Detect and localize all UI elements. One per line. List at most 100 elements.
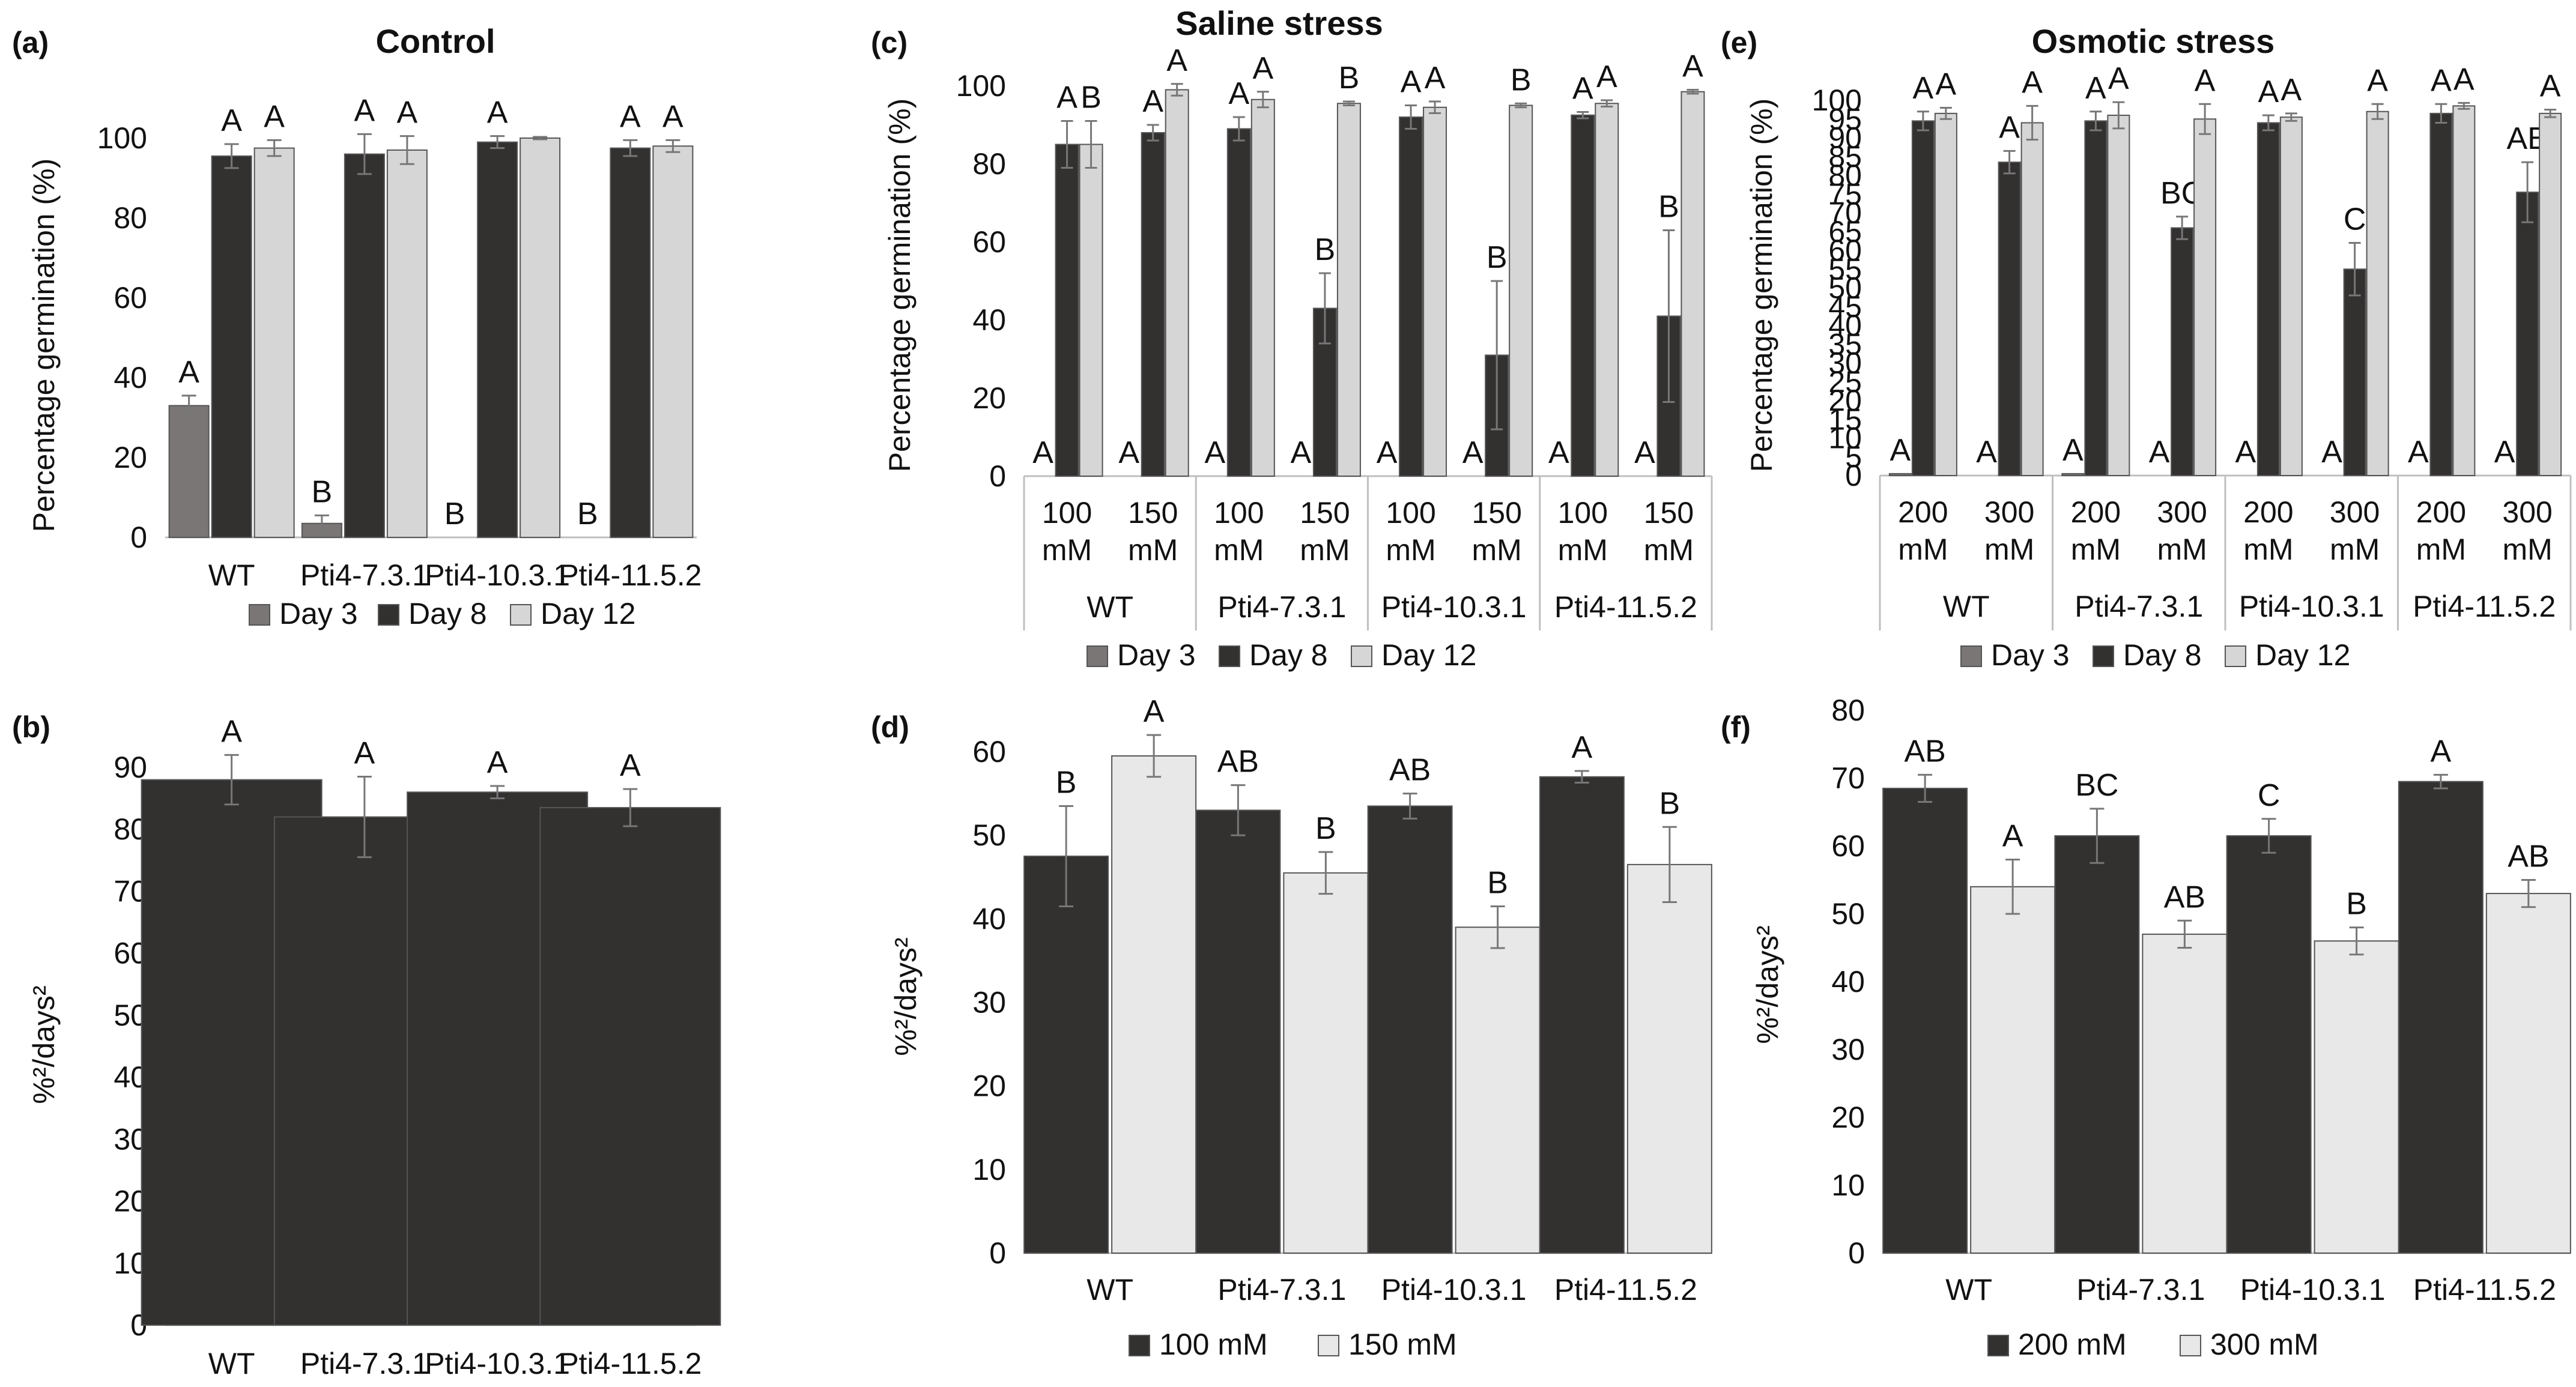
bar <box>168 405 210 538</box>
significance-letter: B <box>1658 190 1679 225</box>
significance-letter: A <box>2431 63 2452 98</box>
y-tick-label: 30 <box>972 986 1006 1020</box>
chart-title: Saline stress <box>1175 4 1383 42</box>
bar <box>1336 103 1361 477</box>
bar <box>2485 893 2571 1254</box>
y-tick-label: 50 <box>1831 897 1865 931</box>
x-category-label: Pti4-11.5.2 <box>559 1347 702 1380</box>
x-category-label: Pti4-7.3.1 <box>300 558 429 592</box>
y-tick-label: 0 <box>130 521 147 554</box>
significance-letter: A <box>2281 73 2302 107</box>
bar <box>2142 933 2228 1254</box>
y-tick-label: 40 <box>1831 965 1865 999</box>
significance-letter: C <box>2258 778 2281 813</box>
y-axis-label: %²/days² <box>27 985 61 1104</box>
significance-letter: A <box>1252 51 1273 86</box>
legend-label: Day 8 <box>2123 638 2202 672</box>
significance-letter: A <box>1936 67 1957 102</box>
bar <box>1399 116 1423 477</box>
bar <box>1998 162 2021 476</box>
x-subcategory-unit: mM <box>1300 533 1350 567</box>
y-tick-label: 60 <box>972 225 1006 259</box>
y-tick-label: 55 <box>1828 252 1862 286</box>
bar <box>2256 122 2280 476</box>
legend-label: Day 3 <box>1991 638 2070 672</box>
y-tick-label: 100 <box>956 69 1006 103</box>
significance-letter: A <box>662 99 683 134</box>
significance-letter: A <box>1401 65 1422 100</box>
x-subcategory-label: 150 <box>1644 496 1694 530</box>
y-axis-label: %²/days² <box>889 937 923 1056</box>
significance-letter: B <box>312 474 333 509</box>
panel-a: (a) Control Percentage germination (%) 0 20 4… <box>12 22 702 630</box>
legend-label: 150 mM <box>1348 1328 1457 1361</box>
bar <box>1455 926 1541 1254</box>
x-subcategory-unit: mM <box>1042 533 1092 567</box>
significance-letter: A <box>354 93 375 128</box>
significance-letter: B <box>1056 765 1077 800</box>
significance-letter: AB <box>1904 734 1945 769</box>
legend-swatch <box>2180 1335 2201 1356</box>
significance-letter: A <box>2321 435 2342 470</box>
bar <box>1423 106 1447 477</box>
bar <box>2279 116 2303 476</box>
significance-letter: A <box>178 355 199 390</box>
significance-letter: AB <box>2164 880 2205 914</box>
x-subcategory-unit: mM <box>2416 533 2466 566</box>
panel-label: (c) <box>871 26 908 59</box>
x-group-label: Pti4-11.5.2 <box>1554 590 1697 624</box>
significance-letter: A <box>1548 435 1569 470</box>
panel-b: (b)%²/days²0102030405060708090AWTAPti4-7… <box>12 710 721 1380</box>
x-subcategory-unit: mM <box>1128 533 1178 567</box>
x-group-label: Pti4-10.3.1 <box>2239 590 2384 623</box>
x-category-label: Pti4-10.3.1 <box>425 1347 570 1380</box>
y-axis-label: Percentage germination (%) <box>27 159 61 533</box>
legend-swatch <box>1960 645 1982 667</box>
legend-swatch <box>378 604 399 626</box>
bar <box>1250 98 1275 477</box>
bar <box>1571 114 1595 477</box>
bar <box>1141 132 1165 477</box>
significance-letter: A <box>397 95 418 130</box>
y-tick-label: 80 <box>114 201 147 235</box>
significance-letter: AB <box>1217 745 1259 779</box>
bar <box>1911 120 1935 476</box>
x-category-label: WT <box>1945 1273 1992 1307</box>
legend-swatch <box>2093 645 2114 667</box>
significance-letter: A <box>2062 433 2084 468</box>
y-axis-label: Percentage germination (%) <box>1745 98 1778 473</box>
y-tick-label: 45 <box>1828 290 1862 324</box>
x-subcategory-unit: mM <box>1386 533 1435 567</box>
bar <box>2061 473 2085 476</box>
x-category-label: WT <box>1086 1273 1133 1307</box>
legend-swatch <box>2225 645 2246 667</box>
bar <box>1595 103 1619 477</box>
y-tick-label: 20 <box>1831 1101 1865 1134</box>
x-category-label: Pti4-10.3.1 <box>425 558 570 592</box>
bar <box>2314 940 2399 1254</box>
legend-swatch <box>1219 645 1240 667</box>
x-subcategory-unit: mM <box>2330 533 2380 566</box>
bar <box>2193 118 2217 476</box>
significance-letter: A <box>1204 435 1225 470</box>
panel-label: (f) <box>1721 710 1751 744</box>
bar <box>2171 227 2194 476</box>
significance-letter: A <box>620 748 641 783</box>
significance-letter: A <box>264 99 285 134</box>
y-tick-label: 85 <box>1828 140 1862 174</box>
y-tick-label: 5 <box>1845 440 1862 474</box>
y-tick-label: 10 <box>1828 422 1862 455</box>
y-tick-label: 90 <box>1828 121 1862 155</box>
y-tick-label: 80 <box>972 147 1006 181</box>
panel-d: (d)%²/days²0102030405060BAWTABBPti4-7.3.… <box>871 694 1712 1361</box>
bar <box>1111 755 1197 1254</box>
x-subcategory-label: 300 <box>2330 495 2380 529</box>
bar <box>1165 89 1189 477</box>
chart-title: Osmotic stress <box>2032 22 2275 60</box>
y-tick-label: 20 <box>972 381 1006 415</box>
y-tick-label: 70 <box>1828 196 1862 230</box>
bar <box>2452 105 2476 476</box>
panel-f: (f)%²/days²01020304050607080ABAWTBCABPti… <box>1721 694 2571 1361</box>
x-subcategory-unit: mM <box>1644 533 1694 567</box>
x-group-label: WT <box>1086 590 1133 624</box>
